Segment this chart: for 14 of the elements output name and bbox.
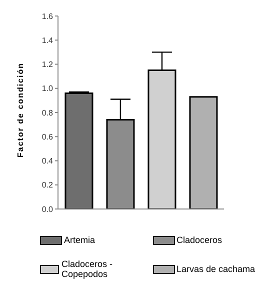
y-tick-label: 0.2 xyxy=(42,180,54,190)
legend-label: Cladoceros - Copepodos xyxy=(61,259,114,279)
y-axis-title: Factor de condición xyxy=(16,62,25,158)
y-tick-label: 1.6 xyxy=(42,12,54,21)
y-tick-label: 0.0 xyxy=(42,204,54,214)
y-tick-label: 0.6 xyxy=(42,132,54,142)
legend-label: Cladoceros xyxy=(176,235,222,245)
legend-label: Larvas de cachama xyxy=(176,264,256,274)
y-tick-label: 0.4 xyxy=(42,156,54,166)
legend-label: Artemia xyxy=(64,235,96,245)
y-tick-label: 1.4 xyxy=(42,36,54,45)
y-tick-label: 0.8 xyxy=(42,108,54,118)
y-tick-label: 1.2 xyxy=(42,60,54,70)
y-tick-label: 1.0 xyxy=(42,84,54,94)
